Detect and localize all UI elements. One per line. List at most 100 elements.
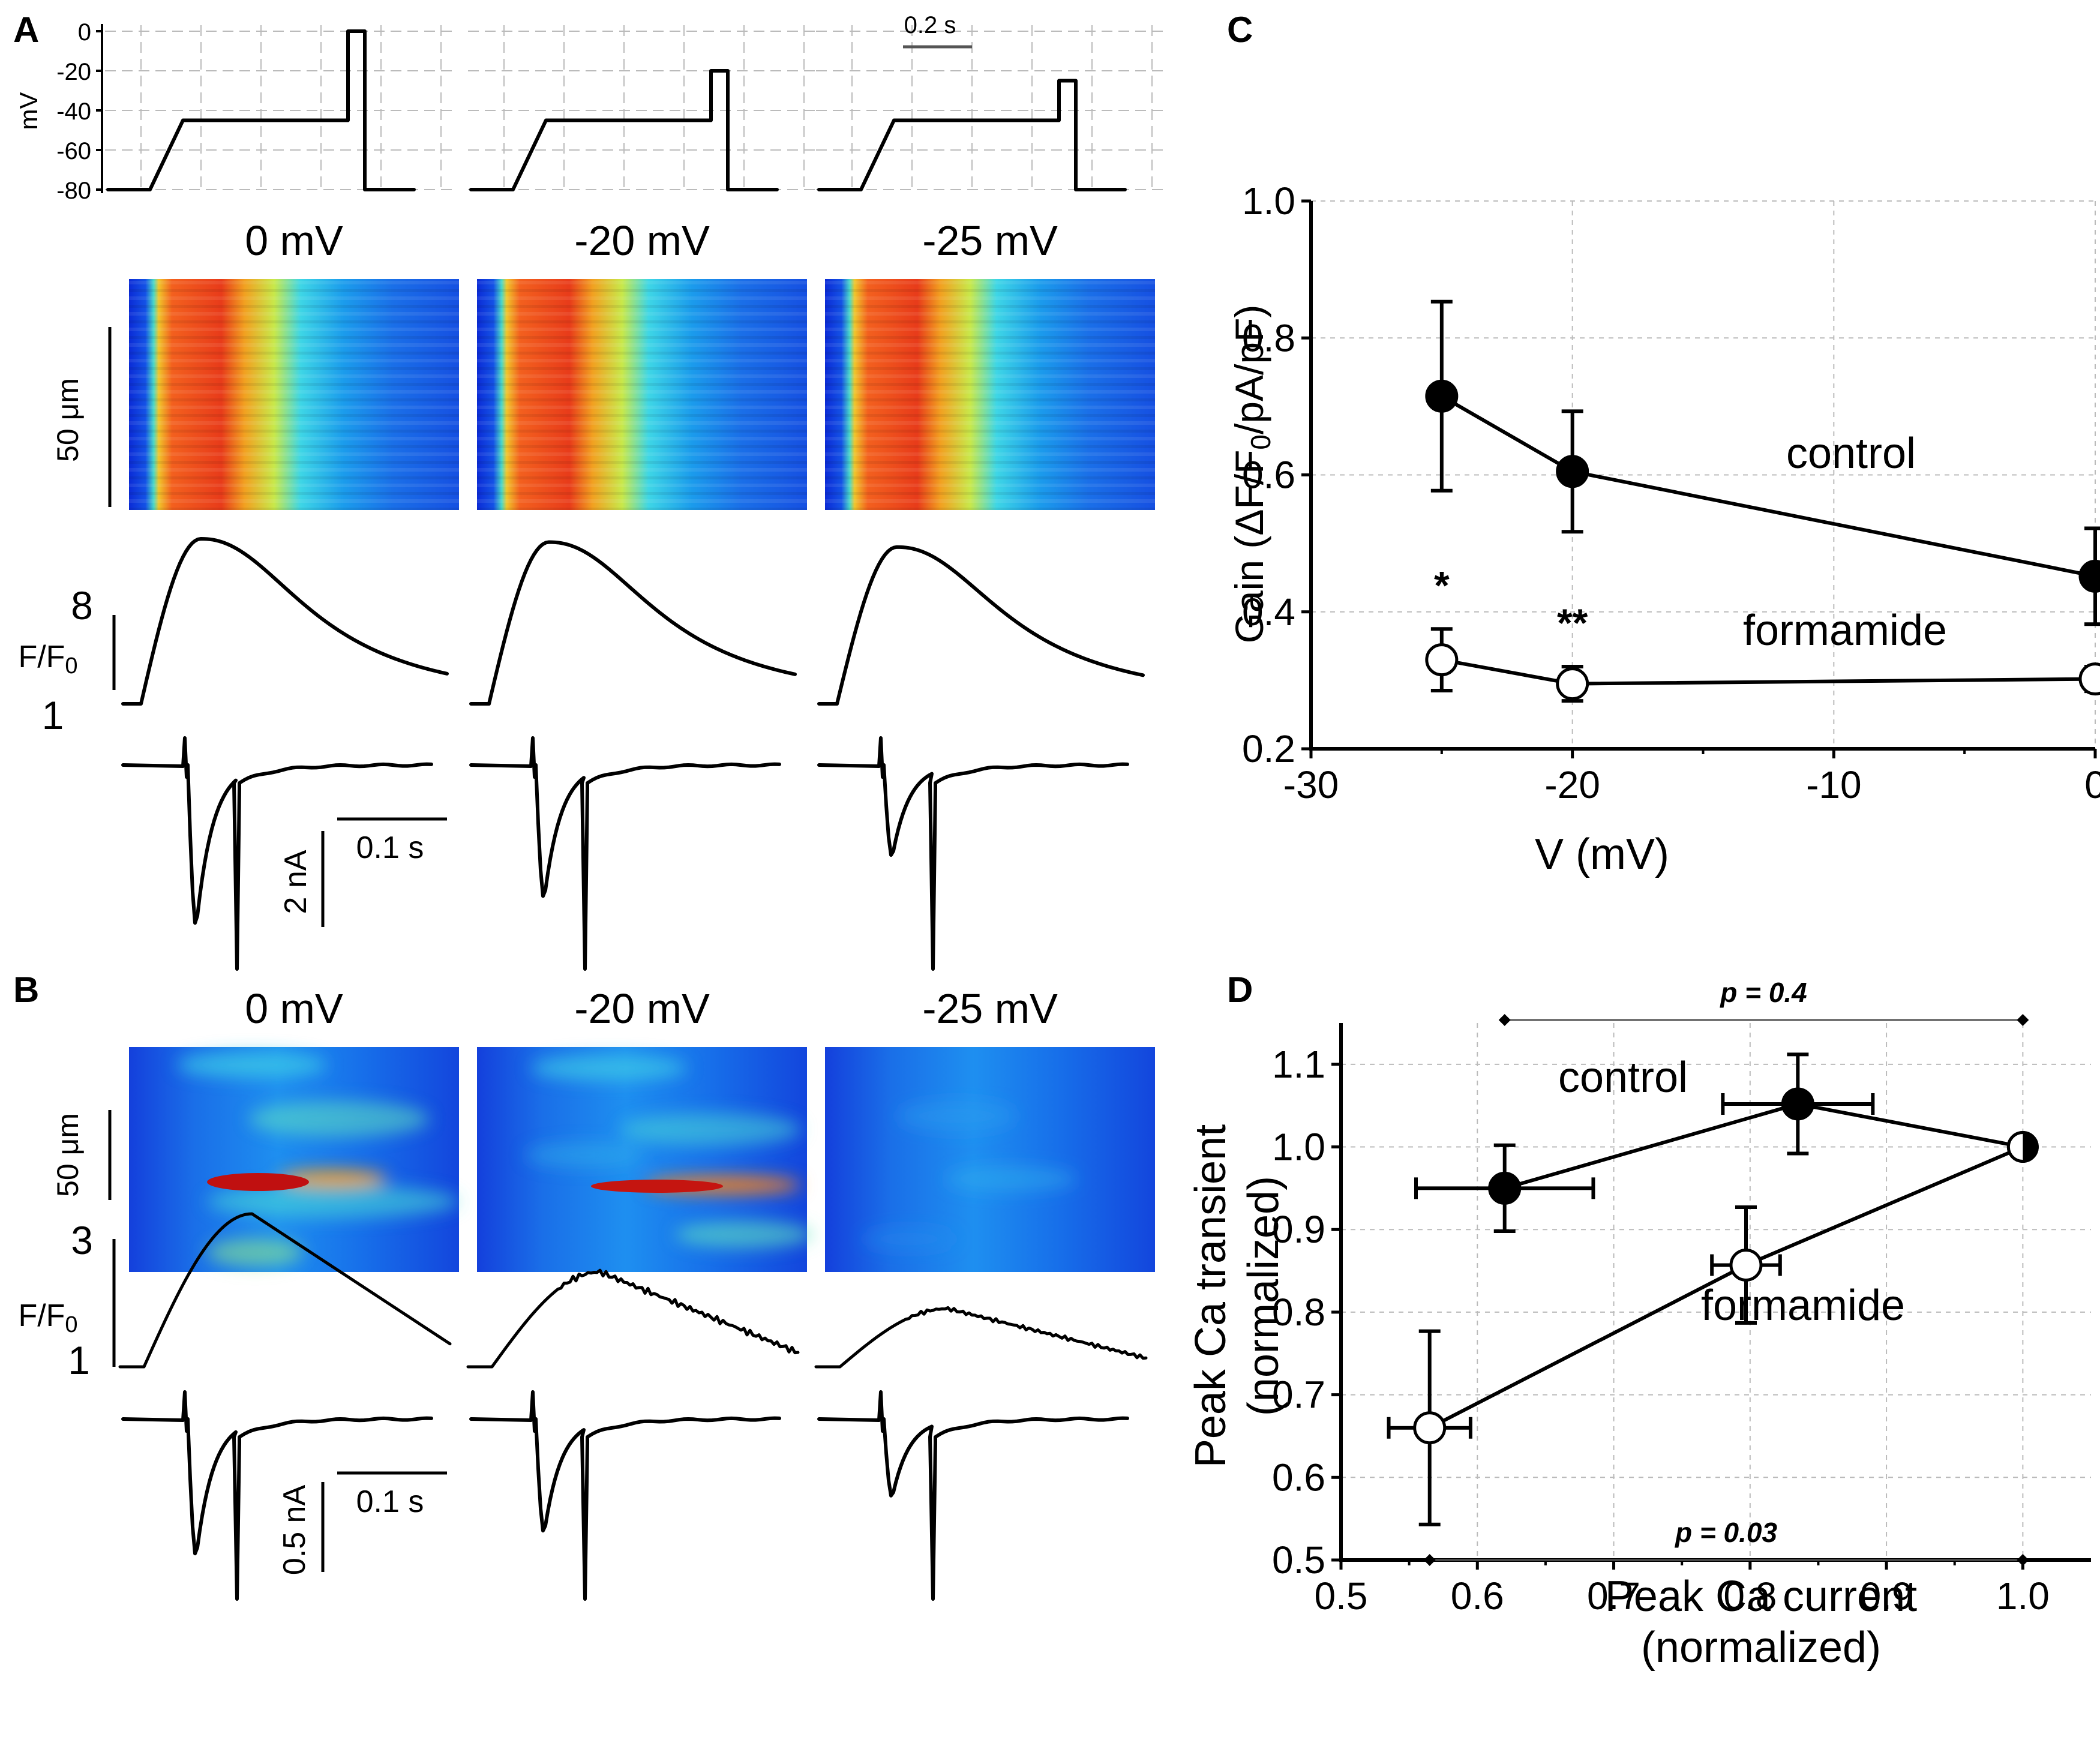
x-axis-label-d: Peak Ca current [1605, 1573, 1917, 1621]
data-point-control [1556, 455, 1589, 488]
x-tick-label: -20 [1544, 763, 1600, 806]
series-line-control [1439, 394, 2097, 578]
series-line-formamide [1439, 658, 2097, 686]
current-trace-a [121, 736, 433, 971]
current-trace-b [817, 1390, 1129, 1601]
fluo-bottom-label-a: 1 [42, 693, 64, 737]
bracket-end [2017, 1014, 2029, 1026]
y-tick-label: 0.4 [1242, 590, 1295, 634]
column-title-b: -25 mV [922, 985, 1058, 1032]
x-axis-label-d-2: (normalized) [1641, 1624, 1881, 1672]
current-trace-b [469, 1390, 781, 1601]
y-axis-label-c: Gain (ΔF/F0/pA/pF) [1227, 305, 1276, 644]
bracket-label: p = 0.4 [1719, 977, 1807, 1008]
x-axis-label-c: V (mV) [1535, 830, 1669, 878]
series-label-control-d: control [1558, 1054, 1688, 1102]
linescan-blob [249, 1101, 429, 1137]
data-point-control [1425, 379, 1459, 413]
bracket-end [1498, 1014, 1511, 1026]
column-title-a: -20 mV [574, 217, 710, 264]
fluo-axis-label-b: F/F0 [18, 1298, 77, 1337]
y-tick-label: 0.2 [1242, 727, 1295, 770]
y-tick-label: 0.7 [1272, 1373, 1325, 1417]
time-scale-label-b: 0.1 s [356, 1484, 424, 1519]
data-point-control [2078, 559, 2100, 593]
x-tick-label: -30 [1283, 763, 1339, 806]
y-axis-label-d: Peak Ca transient [1187, 1124, 1235, 1468]
fluo-axis-label-a: F/F0 [18, 640, 77, 679]
linescan-blob [207, 1239, 303, 1266]
y-axis-label-d-2: (normalized) [1240, 1176, 1288, 1416]
x-tick-label: 0.6 [1451, 1574, 1504, 1618]
linescan-hotspot [207, 1173, 309, 1191]
linescan-hotspot [591, 1180, 723, 1193]
column-title-b: -20 mV [574, 985, 710, 1032]
fluorescence-transient-b [466, 1268, 800, 1369]
linescan-image-b [129, 1047, 459, 1272]
series-line-control [1502, 1102, 2025, 1190]
data-point-formamide [1556, 667, 1589, 701]
panel-label-c: C [1227, 10, 1253, 50]
linescan-blob [621, 1113, 801, 1146]
column-title-a: 0 mV [245, 217, 343, 264]
y-tick-label: 0.8 [1242, 316, 1295, 359]
series-label-formamide-c: formamide [1743, 607, 1947, 655]
voltage-protocol-trace [106, 29, 416, 191]
linescan-texture [129, 279, 459, 510]
data-point-formamide [1729, 1248, 1763, 1282]
vp-axis-label: mV [14, 92, 43, 130]
vp-tick-label: -40 [56, 98, 91, 125]
y-tick-label: 1.0 [1272, 1126, 1325, 1169]
vp-tick-label: -80 [56, 178, 91, 204]
x-tick-label: 0 [2084, 763, 2100, 806]
data-point-shared-half [2023, 1132, 2038, 1162]
fluorescence-transient-b [814, 1306, 1148, 1369]
current-scale-label-a: 2 nA [278, 850, 313, 914]
x-tick-label: 0.5 [1315, 1574, 1368, 1618]
linescan-texture [477, 279, 807, 510]
voltage-protocol-trace [469, 69, 779, 191]
y-tick-label: 0.8 [1272, 1291, 1325, 1334]
scale-label-50um-a: 50 μm [51, 378, 85, 462]
y-tick-label: 0.6 [1272, 1456, 1325, 1499]
x-tick-label: 0.9 [1860, 1574, 1913, 1618]
fluo-top-label-a: 8 [71, 583, 93, 628]
fluorescence-transient-b [118, 1212, 452, 1369]
fluo-bottom-label-b: 1 [68, 1338, 90, 1382]
panel-label-a: A [13, 10, 39, 50]
time-scale-label: 0.2 s [904, 12, 956, 38]
y-tick-label: 0.5 [1272, 1538, 1325, 1582]
x-tick-label: -10 [1806, 763, 1862, 806]
linescan-blob [861, 1227, 957, 1251]
current-scale-label-b: 0.5 nA [277, 1485, 312, 1576]
linescan-texture-b [177, 1053, 459, 1266]
vp-tick-label: -60 [56, 138, 91, 164]
voltage-protocol-trace [817, 79, 1127, 191]
series-label-formamide-d: formamide [1701, 1282, 1905, 1330]
series-label-control-c: control [1786, 430, 1916, 478]
x-tick-label: 0.7 [1587, 1574, 1640, 1618]
vp-tick-label: 0 [78, 19, 91, 46]
data-point-formamide [2078, 662, 2100, 696]
linescan-blob [675, 1221, 813, 1248]
y-tick-label: 1.0 [1242, 179, 1295, 223]
panel-label-b: B [13, 970, 39, 1010]
column-title-a: -25 mV [922, 217, 1058, 264]
linescan-blob [177, 1053, 327, 1077]
scale-label-50um-b: 50 μm [51, 1113, 85, 1197]
bracket-label: p = 0.03 [1674, 1517, 1777, 1548]
linescan-blob [531, 1056, 687, 1080]
linescan-blob [525, 1143, 645, 1167]
data-point-formamide [1413, 1411, 1447, 1445]
vp-tick-label: -20 [56, 59, 91, 85]
fluorescence-transient-a [469, 540, 797, 706]
data-point-control [1781, 1087, 1814, 1121]
linescan-blob [207, 1185, 459, 1218]
current-trace-a [469, 736, 781, 971]
fluo-top-label-b: 3 [71, 1218, 93, 1262]
linescan-texture-b [861, 1101, 1077, 1251]
y-tick-label: 0.9 [1272, 1208, 1325, 1251]
panel-label-d: D [1227, 970, 1253, 1010]
fluorescence-transient-a [121, 537, 449, 706]
